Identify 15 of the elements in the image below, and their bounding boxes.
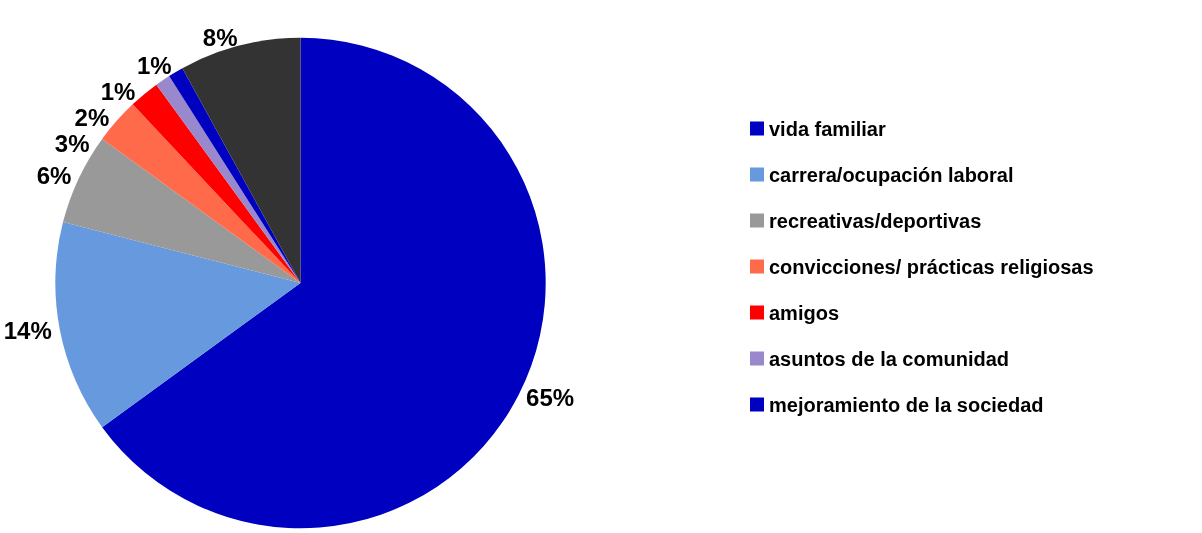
data-label: 14% xyxy=(3,316,52,344)
legend-label: asuntos de la comunidad xyxy=(769,347,1010,370)
legend-label: vida familiar xyxy=(769,117,886,140)
data-label: 65% xyxy=(526,384,575,412)
data-label: 8% xyxy=(202,24,238,52)
data-label: 1% xyxy=(136,51,172,79)
data-label: 6% xyxy=(36,161,72,189)
data-label: 2% xyxy=(74,103,110,131)
data-label: 3% xyxy=(54,129,90,157)
data-label: 1% xyxy=(100,77,136,105)
legend-label: carrera/ocupación laboral xyxy=(769,163,1014,186)
legend-label: mejoramiento de la sociedad xyxy=(769,393,1044,416)
legend-label: recreativas/deportivas xyxy=(769,209,982,232)
legend-label: amigos xyxy=(769,301,840,324)
legend-label: convicciones/ prácticas religiosas xyxy=(769,255,1094,278)
